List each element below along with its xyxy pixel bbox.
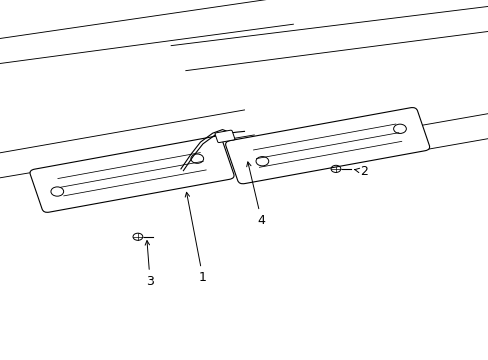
Text: 3: 3: [145, 240, 154, 288]
Text: 4: 4: [246, 162, 265, 227]
FancyBboxPatch shape: [30, 136, 234, 212]
FancyBboxPatch shape: [215, 130, 234, 143]
Text: 2: 2: [354, 165, 367, 178]
Text: 1: 1: [185, 192, 206, 284]
FancyBboxPatch shape: [225, 108, 429, 184]
